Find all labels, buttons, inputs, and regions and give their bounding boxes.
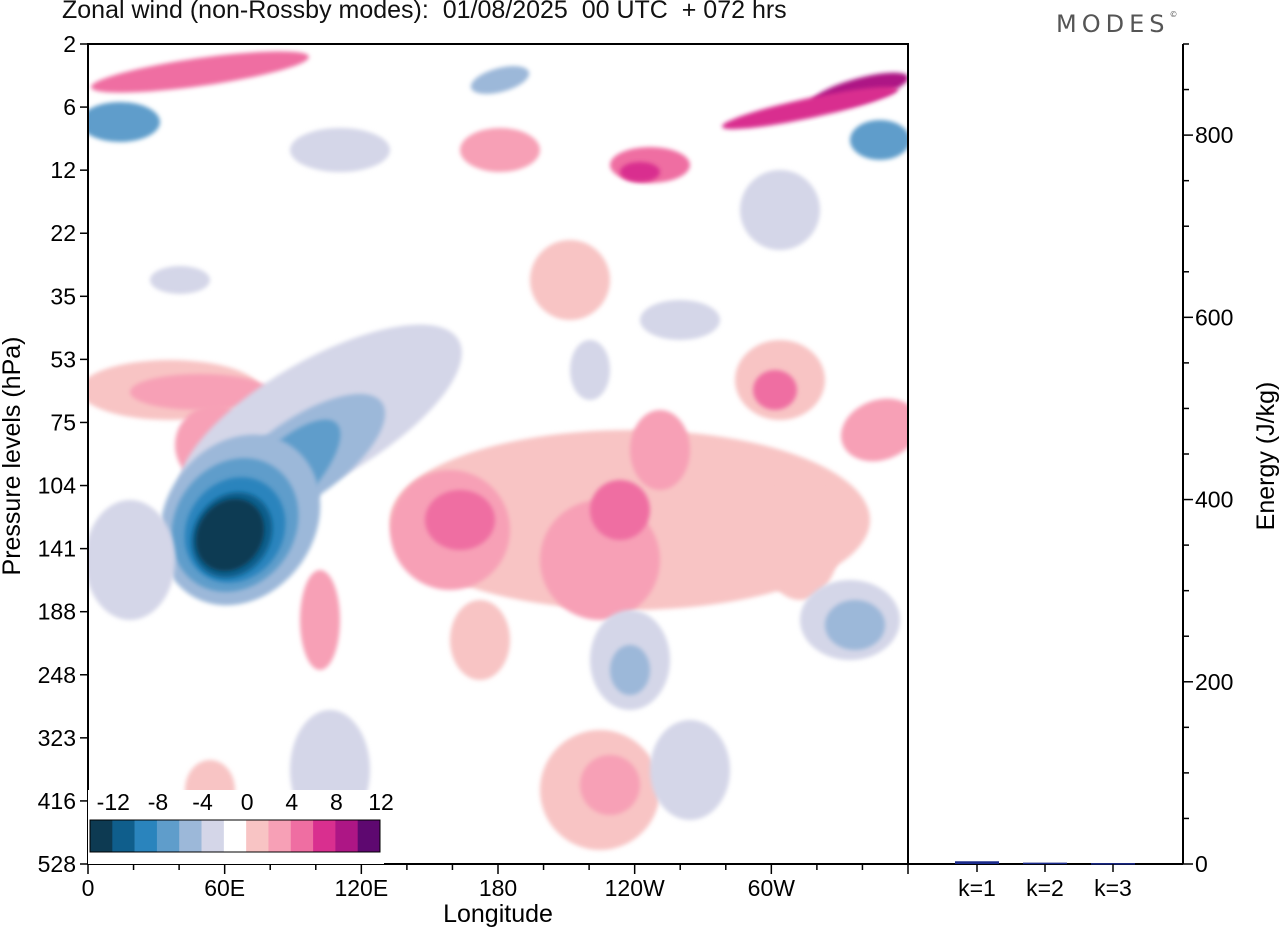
colorbar-swatch <box>246 820 269 852</box>
positive-contour-region <box>841 398 908 462</box>
positive-contour-region <box>130 374 270 410</box>
positive-contour-region <box>753 370 797 410</box>
negative-contour-region <box>195 498 265 572</box>
colorbar: -12 -8 -4 0 4 8 12 <box>88 789 394 864</box>
chart-title: Zonal wind (non-Rossby modes): 01/08/202… <box>62 0 787 24</box>
y-tick-label: 22 <box>50 220 76 246</box>
positive-contour-region <box>530 240 610 320</box>
positive-contour-region <box>721 86 899 130</box>
energy-axis-label: Energy (J/kg) <box>1252 382 1280 531</box>
negative-contour-region <box>150 266 210 294</box>
y-tick-label: 6 <box>63 94 76 120</box>
negative-contour-region <box>88 102 160 142</box>
positive-contour-region <box>425 490 495 550</box>
y-tick-label: 188 <box>38 599 76 625</box>
energy-category-label: k=2 <box>1026 875 1064 901</box>
x-tick-label: 60W <box>748 875 796 901</box>
energy-bar-chart: 0 200 400 600 800 k=1 k=2 k=3 <box>908 43 1233 901</box>
energy-tick-label: 0 <box>1195 851 1208 877</box>
energy-bar <box>1091 863 1135 865</box>
y-tick-label: 248 <box>38 662 76 688</box>
positive-contour-region <box>300 570 340 670</box>
colorbar-swatch <box>179 820 202 852</box>
x-tick-label: 180 <box>479 875 517 901</box>
colorbar-swatch <box>112 820 135 852</box>
colorbar-label: 0 <box>241 789 254 815</box>
negative-contour-region <box>610 645 650 695</box>
colorbar-swatch <box>90 820 113 852</box>
energy-bar <box>1023 862 1067 865</box>
y-axis: 2 6 12 22 35 53 75 104 141 188 248 323 416 528 <box>38 31 88 877</box>
colorbar-label: -8 <box>148 789 168 815</box>
colorbar-frame <box>89 819 381 853</box>
colorbar-swatch <box>357 820 381 852</box>
positive-contour-region <box>580 755 640 815</box>
energy-category-label: k=1 <box>958 875 996 901</box>
colorbar-swatch <box>335 820 358 852</box>
negative-contour-region <box>650 720 730 820</box>
negative-contour-region <box>290 128 390 172</box>
negative-contour-region <box>850 120 908 160</box>
colorbar-swatch <box>223 820 247 852</box>
y-tick-label: 75 <box>50 409 76 435</box>
colorbar-swatch <box>201 820 225 852</box>
y-tick-label: 35 <box>50 283 76 309</box>
energy-tick-label: 800 <box>1195 122 1233 148</box>
x-axis: 0 60E 120E 180 120W 60W <box>82 864 909 901</box>
colorbar-label: -4 <box>192 789 213 815</box>
colorbar-swatch <box>134 820 158 852</box>
colorbar-label: -12 <box>97 789 130 815</box>
negative-contour-region <box>88 500 175 620</box>
colorbar-label: 12 <box>368 789 394 815</box>
x-tick-label: 120E <box>334 875 388 901</box>
colorbar-swatch <box>313 820 336 852</box>
colorbar-label: 4 <box>285 789 298 815</box>
y-tick-label: 323 <box>38 725 76 751</box>
y-axis-label: Pressure levels (hPa) <box>0 337 26 576</box>
energy-category-label: k=3 <box>1094 875 1132 901</box>
positive-contour-region <box>460 128 540 172</box>
x-tick-label: 60E <box>204 875 245 901</box>
negative-contour-region <box>640 300 720 340</box>
energy-tick-label: 600 <box>1195 304 1233 330</box>
negative-contour-region <box>470 66 530 94</box>
x-tick-label: 120W <box>605 875 665 901</box>
energy-tick-label: 200 <box>1195 669 1233 695</box>
colorbar-swatch <box>290 820 314 852</box>
y-tick-label: 2 <box>63 31 76 57</box>
contour-field <box>88 51 908 850</box>
y-tick-label: 528 <box>38 851 76 877</box>
x-tick-label: 0 <box>82 875 95 901</box>
y-tick-label: 416 <box>38 788 76 814</box>
energy-tick-label: 400 <box>1195 487 1233 513</box>
colorbar-label: 8 <box>330 789 343 815</box>
x-axis-label: Longitude <box>443 900 553 928</box>
y-tick-label: 141 <box>38 536 76 562</box>
colorbar-swatch <box>156 820 180 852</box>
positive-contour-region <box>630 410 690 490</box>
negative-contour-region <box>740 170 820 250</box>
modes-logo: MODES© <box>1056 10 1178 38</box>
y-tick-label: 104 <box>38 473 77 499</box>
negative-contour-region <box>570 340 610 400</box>
energy-bar <box>955 861 999 864</box>
positive-contour-region <box>91 51 309 93</box>
positive-contour-region <box>760 480 840 600</box>
positive-contour-region <box>590 480 650 540</box>
y-tick-label: 12 <box>50 157 76 183</box>
positive-contour-region <box>620 162 660 182</box>
y-tick-label: 53 <box>50 346 76 372</box>
colorbar-swatch <box>268 820 292 852</box>
negative-contour-region <box>825 600 885 650</box>
positive-contour-region <box>450 600 510 680</box>
